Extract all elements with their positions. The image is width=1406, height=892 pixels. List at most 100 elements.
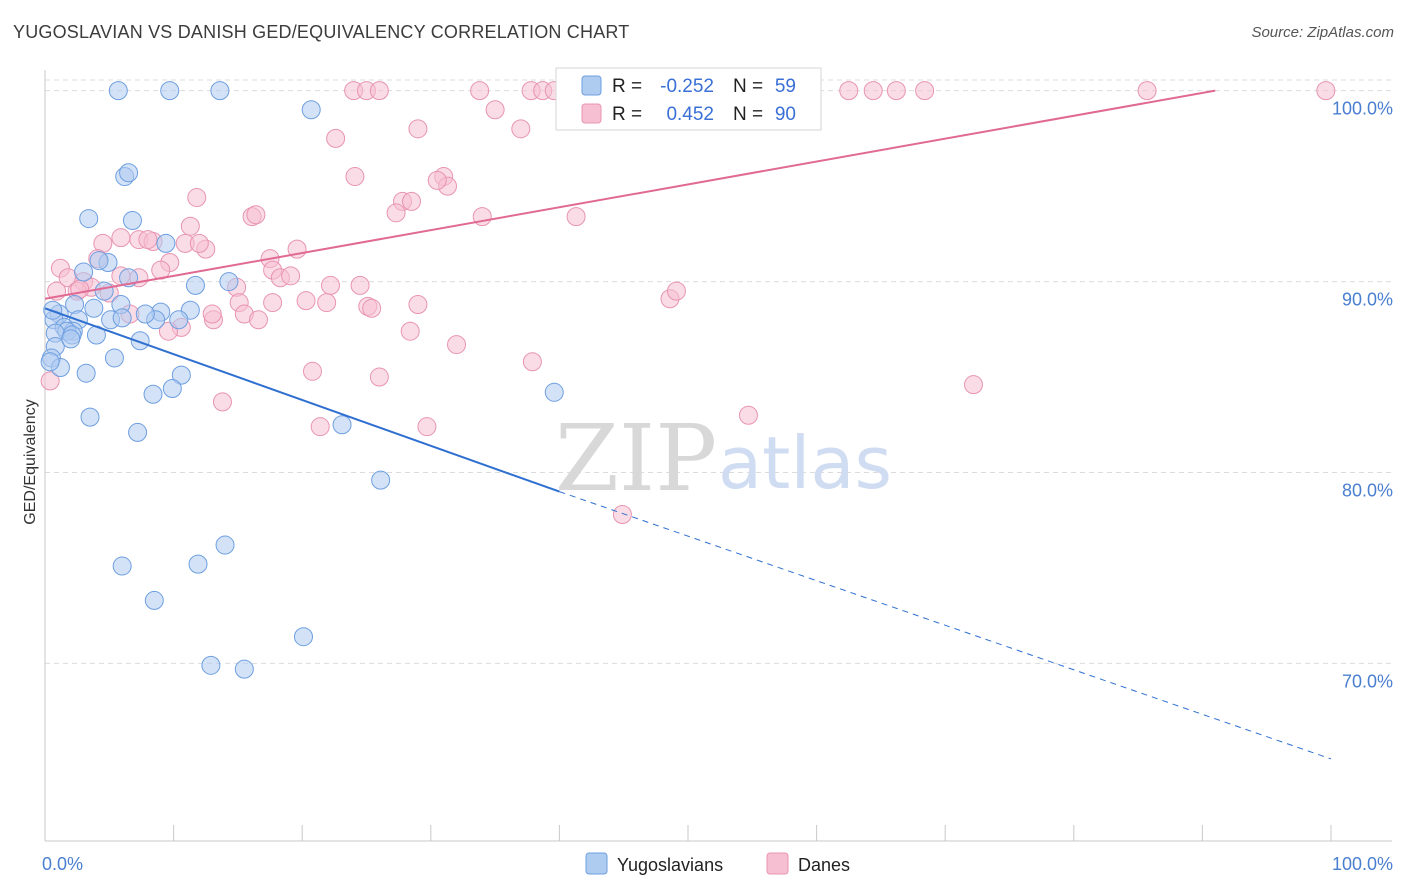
danes-point <box>369 81 389 101</box>
danes-point <box>470 81 490 101</box>
yugoslavians-point <box>74 262 94 282</box>
yugoslavians-point <box>128 422 148 442</box>
danes-point <box>202 304 222 324</box>
yugoslavians-point <box>171 365 191 385</box>
danes-point <box>511 119 531 139</box>
danes-point <box>408 294 428 314</box>
danes-point <box>666 281 686 301</box>
yugoslavians-point <box>144 590 164 610</box>
gridlines <box>45 79 1392 664</box>
yugoslavians-swatch <box>581 75 602 96</box>
danes-r-value: 0.452 <box>666 104 714 125</box>
yugoslavians-point <box>201 655 221 675</box>
yugoslavians-trend-line <box>44 307 560 493</box>
x-tick-label-1: 100.0% <box>1332 854 1393 874</box>
danes-point <box>246 205 266 225</box>
y-tick-label-0: 70.0% <box>1342 671 1393 691</box>
yugoslavians-point <box>160 81 180 101</box>
danes-point <box>408 119 428 139</box>
yugoslavians-point <box>94 281 114 301</box>
danes-point <box>1316 81 1336 101</box>
watermark-zip: ZIP <box>555 405 717 512</box>
yugoslavians-point <box>371 470 391 490</box>
danes-point <box>886 81 906 101</box>
danes-point <box>320 275 340 295</box>
yugoslavians-point <box>210 81 230 101</box>
yugoslavians-point <box>130 331 150 351</box>
danes-point <box>111 228 131 248</box>
danes-point <box>362 298 382 318</box>
danes-point <box>180 216 200 236</box>
danes-point <box>369 367 389 387</box>
danes-point <box>402 191 422 211</box>
yugoslavians-point <box>219 272 239 292</box>
danes-point <box>248 310 268 330</box>
watermark: ZIP atlas <box>555 405 892 512</box>
y-axis-title: GED/Equivalency <box>22 399 39 524</box>
danes-point <box>345 167 365 187</box>
danes-point <box>839 81 859 101</box>
yugoslavians-point <box>188 554 208 574</box>
yugoslavians-point <box>156 233 176 253</box>
danes-point <box>738 405 758 425</box>
danes-swatch <box>581 103 602 124</box>
danes-point <box>386 203 406 223</box>
yugoslavians-point <box>108 81 128 101</box>
legend-n-label-2: N = <box>733 104 763 125</box>
axes <box>44 70 1392 842</box>
y-tick-label-3: 100.0% <box>1332 99 1393 119</box>
yugoslavians-point <box>40 352 60 372</box>
danes-trend-line <box>44 89 1216 300</box>
danes-point <box>138 230 158 250</box>
yugoslavians-point <box>80 407 100 427</box>
danes-point <box>40 371 60 391</box>
yugoslavians-point <box>76 363 96 383</box>
yugoslavians-r-value: -0.252 <box>660 76 714 97</box>
source-label: Source: ZipAtlas.com <box>1251 24 1394 41</box>
yugoslavians-point <box>112 308 132 328</box>
x-tick-label-0: 0.0% <box>42 854 83 874</box>
yugoslavians-point <box>143 384 163 404</box>
yugoslavians-point <box>293 627 313 647</box>
danes-point <box>417 417 437 437</box>
legend-r-label: R = <box>612 76 642 97</box>
danes-n-value: 90 <box>775 104 796 125</box>
yugoslavians-trend-extension <box>559 491 1332 760</box>
yugoslavians-point <box>61 329 81 349</box>
danes-point <box>400 321 420 341</box>
danes-point <box>350 275 370 295</box>
danes-point <box>863 81 883 101</box>
yugoslavians-point <box>169 310 189 330</box>
chart-title: YUGOSLAVIAN VS DANISH GED/EQUIVALENCY CO… <box>13 22 630 42</box>
danes-point <box>522 352 542 372</box>
yugoslavians-point <box>185 275 205 295</box>
yugoslavians-point <box>301 100 321 120</box>
danes-point <box>281 266 301 286</box>
yugoslavians-legend-label: Yugoslavians <box>617 855 723 875</box>
danes-point <box>187 188 207 208</box>
danes-point <box>310 417 330 437</box>
danes-point <box>189 233 209 253</box>
danes-point <box>427 170 447 190</box>
danes-point <box>317 293 337 313</box>
danes-point <box>302 361 322 381</box>
danes-point <box>485 100 505 120</box>
danes-point <box>963 375 983 395</box>
legend-r-label-2: R = <box>612 104 642 125</box>
danes-point <box>296 291 316 311</box>
danes-legend-swatch <box>766 852 789 875</box>
yugoslavians-point <box>162 378 182 398</box>
yugoslavians-point <box>332 415 352 435</box>
watermark-atlas: atlas <box>718 421 892 505</box>
yugoslavians-point <box>234 659 254 679</box>
series-legend: Yugoslavians Danes <box>585 852 850 875</box>
yugoslavians-point <box>122 210 142 230</box>
y-tick-label-2: 90.0% <box>1342 290 1393 310</box>
y-tick-label-1: 80.0% <box>1342 481 1393 501</box>
danes-point <box>263 293 283 313</box>
danes-point <box>915 81 935 101</box>
yugoslavians-points <box>40 81 564 679</box>
x-tick-labels: 0.0% 100.0% <box>42 854 1393 874</box>
yugoslavians-legend-swatch <box>585 852 608 875</box>
